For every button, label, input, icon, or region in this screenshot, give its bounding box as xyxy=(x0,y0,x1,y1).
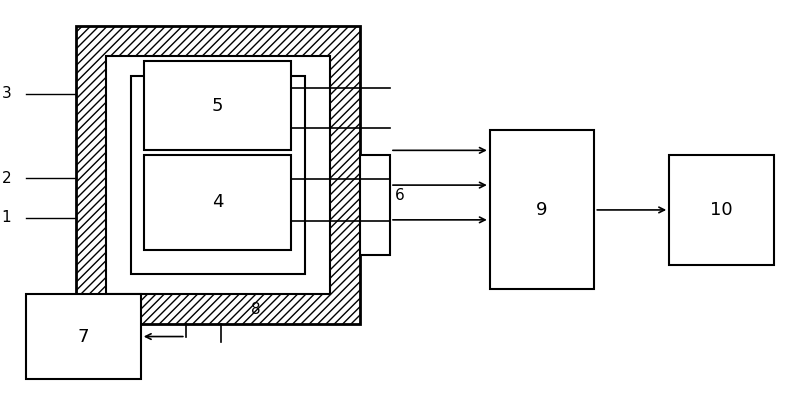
Text: 3: 3 xyxy=(2,86,11,101)
Bar xyxy=(144,155,291,250)
Bar xyxy=(131,76,306,274)
Text: 7: 7 xyxy=(78,328,90,346)
Bar xyxy=(76,26,360,324)
Bar xyxy=(106,56,330,294)
Text: 10: 10 xyxy=(710,201,733,219)
Bar xyxy=(669,155,774,264)
Text: 6: 6 xyxy=(395,188,405,203)
Bar xyxy=(490,130,594,289)
Text: 8: 8 xyxy=(250,302,260,317)
Text: 9: 9 xyxy=(536,201,548,219)
Text: 4: 4 xyxy=(212,194,223,212)
Text: 1: 1 xyxy=(2,210,11,225)
Text: 2: 2 xyxy=(2,171,11,186)
Text: 5: 5 xyxy=(212,97,223,115)
Bar xyxy=(360,155,390,255)
Bar xyxy=(26,294,141,379)
Bar xyxy=(144,61,291,150)
